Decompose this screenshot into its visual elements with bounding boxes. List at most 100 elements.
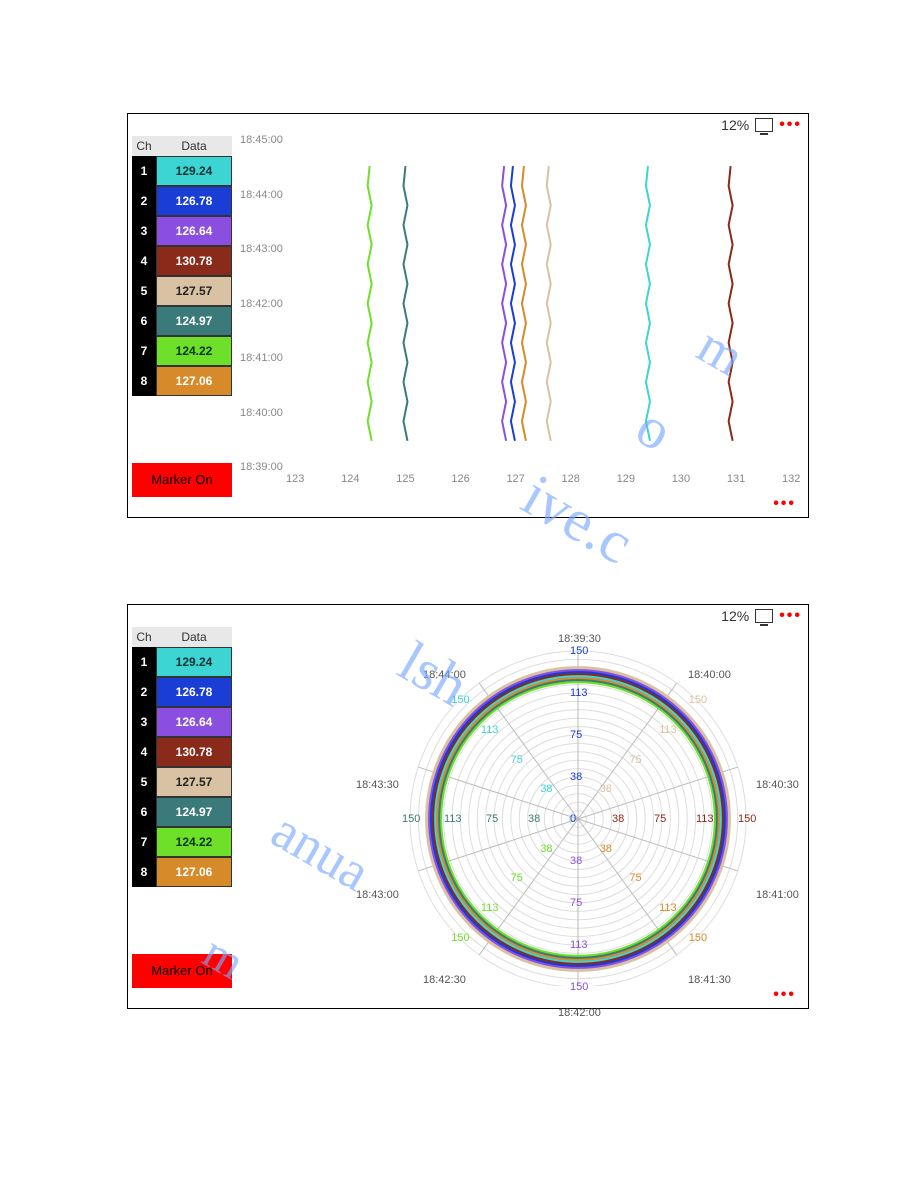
more-icon-bottom[interactable]: ••• [773,495,796,513]
radial-tick-label: 38 [612,813,624,825]
polar-time-label: 18:39:30 [558,633,601,645]
series-line [368,166,372,441]
channel-row[interactable]: 3126.64 [132,707,232,737]
channel-number: 6 [132,306,156,336]
radial-tick-label: 0 [570,813,576,825]
polar-time-label: 18:42:00 [558,1007,601,1019]
radial-tick-label: 113 [696,813,714,825]
channel-value: 127.06 [156,857,232,887]
channel-value: 126.64 [156,707,232,737]
linear-chart: 18:45:0018:44:0018:43:0018:42:0018:41:00… [238,136,804,495]
radial-tick-label: 113 [444,813,462,825]
channel-number: 4 [132,737,156,767]
monitor-icon[interactable] [755,118,773,132]
channel-number: 5 [132,767,156,797]
radial-tick-label: 38 [540,843,552,855]
header-ch: Ch [132,136,156,156]
series-line [646,166,650,441]
channel-value: 124.22 [156,336,232,366]
polar-time-label: 18:41:30 [688,974,731,986]
radial-tick-label: 150 [451,694,469,706]
channel-sidebar: Ch Data 1129.242126.783126.644130.785127… [132,627,232,887]
marker-on-button[interactable]: Marker On [132,954,232,988]
radial-tick-label: 75 [511,872,523,884]
radial-tick-label: 113 [659,724,677,736]
more-icon[interactable]: ••• [779,116,802,134]
radial-tick-label: 75 [629,754,641,766]
channel-number: 5 [132,276,156,306]
channel-value: 126.78 [156,186,232,216]
radial-tick-label: 38 [570,855,582,867]
series-line [502,166,506,441]
more-icon[interactable]: ••• [779,607,802,625]
radial-tick-label: 150 [738,813,756,825]
radial-tick-label: 113 [659,902,677,914]
channel-value: 124.97 [156,306,232,336]
channel-row[interactable]: 8127.06 [132,366,232,396]
radial-tick-label: 75 [654,813,666,825]
channel-row[interactable]: 4130.78 [132,246,232,276]
channel-row[interactable]: 4130.78 [132,737,232,767]
header-data: Data [156,136,232,156]
radial-tick-label: 75 [570,729,582,741]
polar-time-label: 18:40:00 [688,669,731,681]
sidebar-header: Ch Data [132,627,232,647]
polar-time-label: 18:40:30 [756,779,799,791]
radial-tick-label: 113 [570,687,588,699]
radial-tick-label: 38 [540,783,552,795]
header-ch: Ch [132,627,156,647]
channel-row[interactable]: 6124.97 [132,797,232,827]
channel-row[interactable]: 5127.57 [132,276,232,306]
channel-row[interactable]: 5127.57 [132,767,232,797]
channel-row[interactable]: 8127.06 [132,857,232,887]
radial-tick-label: 150 [570,645,588,657]
series-line [729,166,733,441]
header-data: Data [156,627,232,647]
sidebar-header: Ch Data [132,136,232,156]
channel-number: 7 [132,827,156,857]
radial-tick-label: 113 [570,939,588,951]
radial-tick-label: 150 [689,694,707,706]
panel-linear-chart: 12% ••• Ch Data 1129.242126.783126.64413… [127,113,809,518]
channel-row[interactable]: 1129.24 [132,156,232,186]
chart-svg [238,136,804,495]
radial-tick-label: 38 [528,813,540,825]
channel-number: 7 [132,336,156,366]
monitor-icon[interactable] [755,609,773,623]
marker-on-button[interactable]: Marker On [132,463,232,497]
panel-polar-chart: 12% ••• Ch Data 1129.242126.783126.64413… [127,604,809,1009]
channel-row[interactable]: 2126.78 [132,677,232,707]
channel-number: 2 [132,677,156,707]
channel-number: 1 [132,647,156,677]
channel-number: 4 [132,246,156,276]
channel-row[interactable]: 7124.22 [132,336,232,366]
channel-row[interactable]: 1129.24 [132,647,232,677]
channel-value: 130.78 [156,737,232,767]
radial-tick-label: 75 [511,754,523,766]
polar-time-label: 18:43:30 [356,779,399,791]
channel-row[interactable]: 2126.78 [132,186,232,216]
series-line [547,166,551,441]
series-line [522,166,526,441]
channel-value: 124.22 [156,827,232,857]
channel-sidebar: Ch Data 1129.242126.783126.644130.785127… [132,136,232,396]
channel-number: 8 [132,857,156,887]
series-line [403,166,407,441]
radial-tick-label: 113 [481,902,499,914]
series-line [511,166,515,441]
channel-value: 130.78 [156,246,232,276]
channel-number: 3 [132,216,156,246]
channel-number: 8 [132,366,156,396]
channel-number: 6 [132,797,156,827]
more-icon-bottom[interactable]: ••• [773,986,796,1004]
polar-time-label: 18:44:00 [423,669,466,681]
channel-value: 127.06 [156,366,232,396]
radial-tick-label: 150 [689,932,707,944]
radial-tick-label: 38 [600,843,612,855]
status-percent: 12% [721,117,749,133]
channel-row[interactable]: 6124.97 [132,306,232,336]
radial-tick-label: 38 [600,783,612,795]
channel-row[interactable]: 3126.64 [132,216,232,246]
radial-tick-label: 75 [629,872,641,884]
channel-row[interactable]: 7124.22 [132,827,232,857]
